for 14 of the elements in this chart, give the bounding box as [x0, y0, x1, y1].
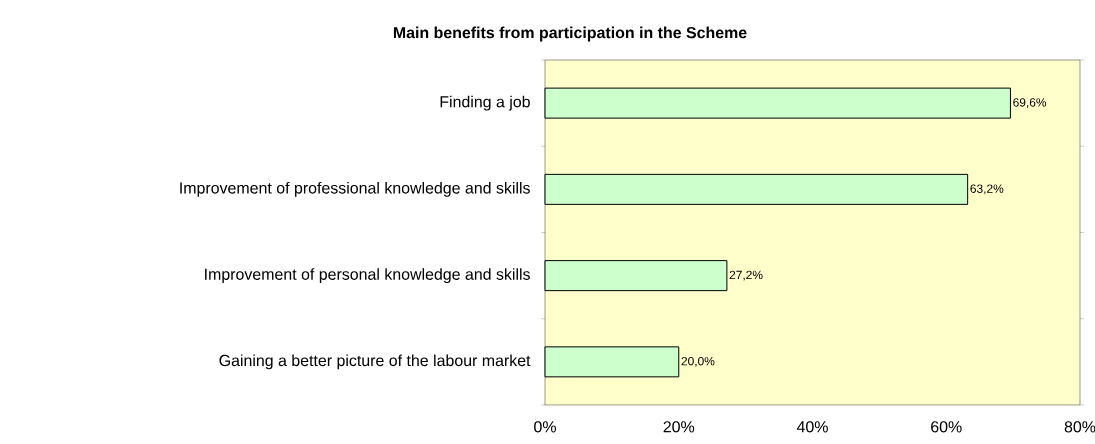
- x-tick-label: 40%: [796, 421, 828, 433]
- y-tick-label: Finding a job: [440, 95, 530, 111]
- chart-title: Main benefits from participation in the Scheme: [393, 26, 747, 42]
- x-tick-label: 60%: [931, 421, 962, 433]
- y-tick-label: Improvement of professional knowledge and skills: [180, 181, 530, 197]
- y-tick-label: Improvement of personal knowledge and skills: [205, 268, 530, 284]
- x-tick-label: 80%: [1064, 421, 1095, 433]
- y-tick-label: Gaining a better picture of the labour market: [219, 354, 531, 370]
- x-tick-label: 20%: [663, 421, 695, 433]
- data-label: 63,2%: [970, 184, 1004, 195]
- data-label: 69,6%: [1013, 98, 1047, 109]
- data-label: 27,2%: [729, 270, 763, 281]
- data-label: 20,0%: [681, 356, 715, 367]
- x-tick-label: 0%: [534, 421, 556, 433]
